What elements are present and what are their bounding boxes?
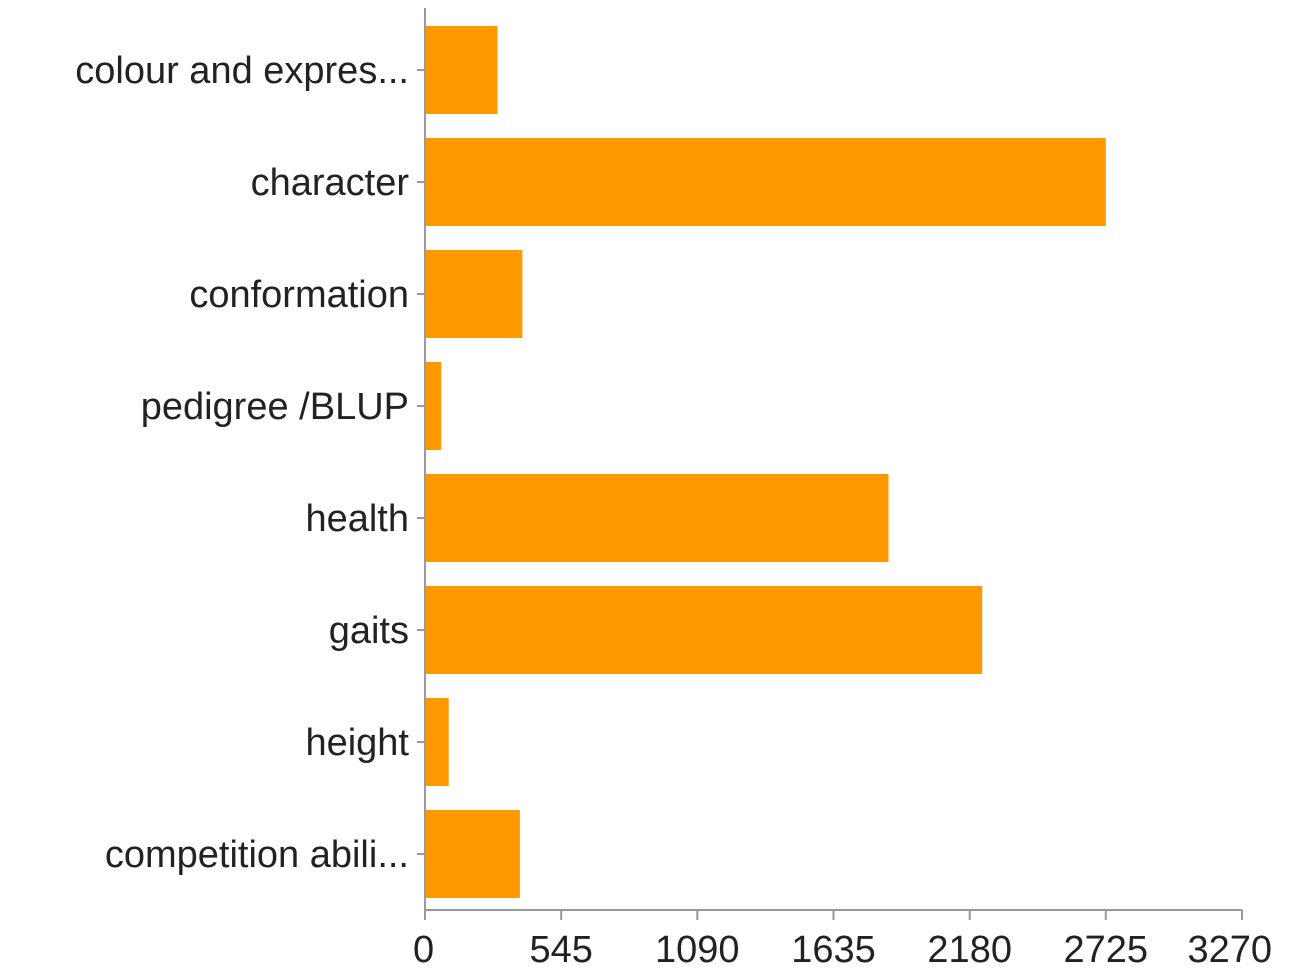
x-tick-label: 545 (529, 929, 592, 970)
category-label: gaits (329, 610, 409, 652)
x-tick-label: 2180 (927, 929, 1012, 970)
bar-6 (425, 698, 449, 786)
bar-4 (425, 474, 889, 562)
category-label: health (305, 498, 409, 540)
axes-layer (417, 8, 1243, 920)
bar-0 (425, 26, 498, 114)
bar-5 (425, 586, 983, 674)
bars-layer (425, 26, 1106, 898)
bar-1 (425, 138, 1106, 226)
x-tick-label: 2725 (1064, 929, 1149, 970)
x-tick-label: 3270 (1187, 929, 1272, 970)
category-label: colour and expres... (75, 50, 409, 92)
labels-layer: colour and expres... character conformatio… (75, 50, 1272, 970)
x-tick-label: 1090 (655, 929, 740, 970)
x-tick-label: 1635 (791, 929, 876, 970)
category-label: conformation (189, 274, 409, 316)
bar-3 (425, 362, 442, 450)
bar-7 (425, 810, 520, 898)
category-label: character (251, 162, 410, 204)
category-label: height (305, 722, 409, 764)
category-label: competition abili... (105, 834, 409, 876)
bar-2 (425, 250, 523, 338)
category-label: pedigree /BLUP (141, 386, 409, 428)
x-tick-label: 0 (413, 929, 434, 970)
